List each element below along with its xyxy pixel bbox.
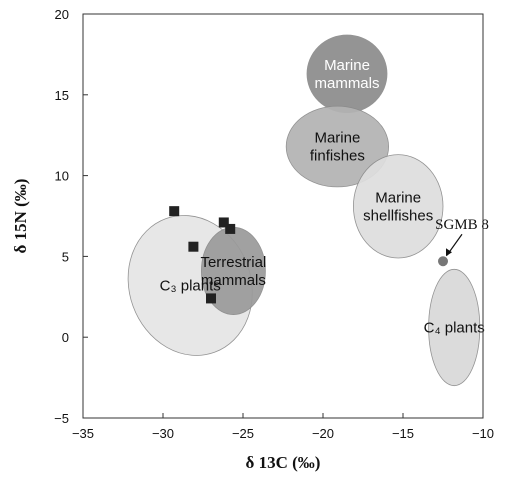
region-label-1: Terrestrial mammals: [200, 254, 266, 289]
x-tick-label-5: −10: [472, 426, 494, 441]
region-layer: [127, 34, 481, 387]
data-point-layer: [169, 206, 236, 304]
region-ellipse-3: [285, 105, 389, 188]
y-axis-title: δ 15N (‰): [11, 179, 30, 254]
region-label-0: C₃ plants: [160, 277, 221, 294]
highlight-layer: SGMB 8: [435, 217, 489, 267]
region-label-4: Marine shellfishes: [363, 189, 433, 224]
data-point-3: [225, 223, 236, 234]
x-tick-label-4: −15: [392, 426, 414, 441]
y-axis: −5 0 5 10 15 20: [54, 7, 88, 426]
plot-frame: [82, 13, 484, 419]
x-tick-label-3: −20: [312, 426, 334, 441]
highlight-arrow-head: [446, 248, 452, 257]
y-tick-label-5: 20: [55, 7, 69, 22]
region-label-2: Marine mammals: [314, 57, 379, 92]
y-tick-label-2: 5: [62, 249, 69, 264]
data-point-2: [218, 217, 229, 228]
highlight-point: [438, 256, 448, 267]
data-point-4: [206, 293, 216, 304]
region-label-3: Marine finfishes: [310, 130, 365, 165]
highlight-label: SGMB 8: [435, 217, 489, 233]
x-axis: −35 −30 −25 −20 −15 −10: [72, 413, 494, 441]
region-ellipse-4: [353, 154, 444, 259]
y-tick-label-0: −5: [54, 411, 69, 426]
y-tick-label-3: 10: [55, 169, 69, 184]
data-point-1: [188, 241, 199, 252]
region-ellipse-5: [428, 268, 481, 387]
region-label-5: C₄ plants: [424, 320, 485, 337]
x-axis-title: δ 13C (‰): [246, 453, 321, 472]
data-point-0: [169, 206, 180, 217]
x-tick-label-2: −25: [232, 426, 254, 441]
y-tick-label-4: 15: [55, 88, 69, 103]
x-tick-label-0: −35: [72, 426, 94, 441]
x-tick-label-1: −30: [152, 426, 174, 441]
y-tick-label-1: 0: [62, 330, 69, 345]
